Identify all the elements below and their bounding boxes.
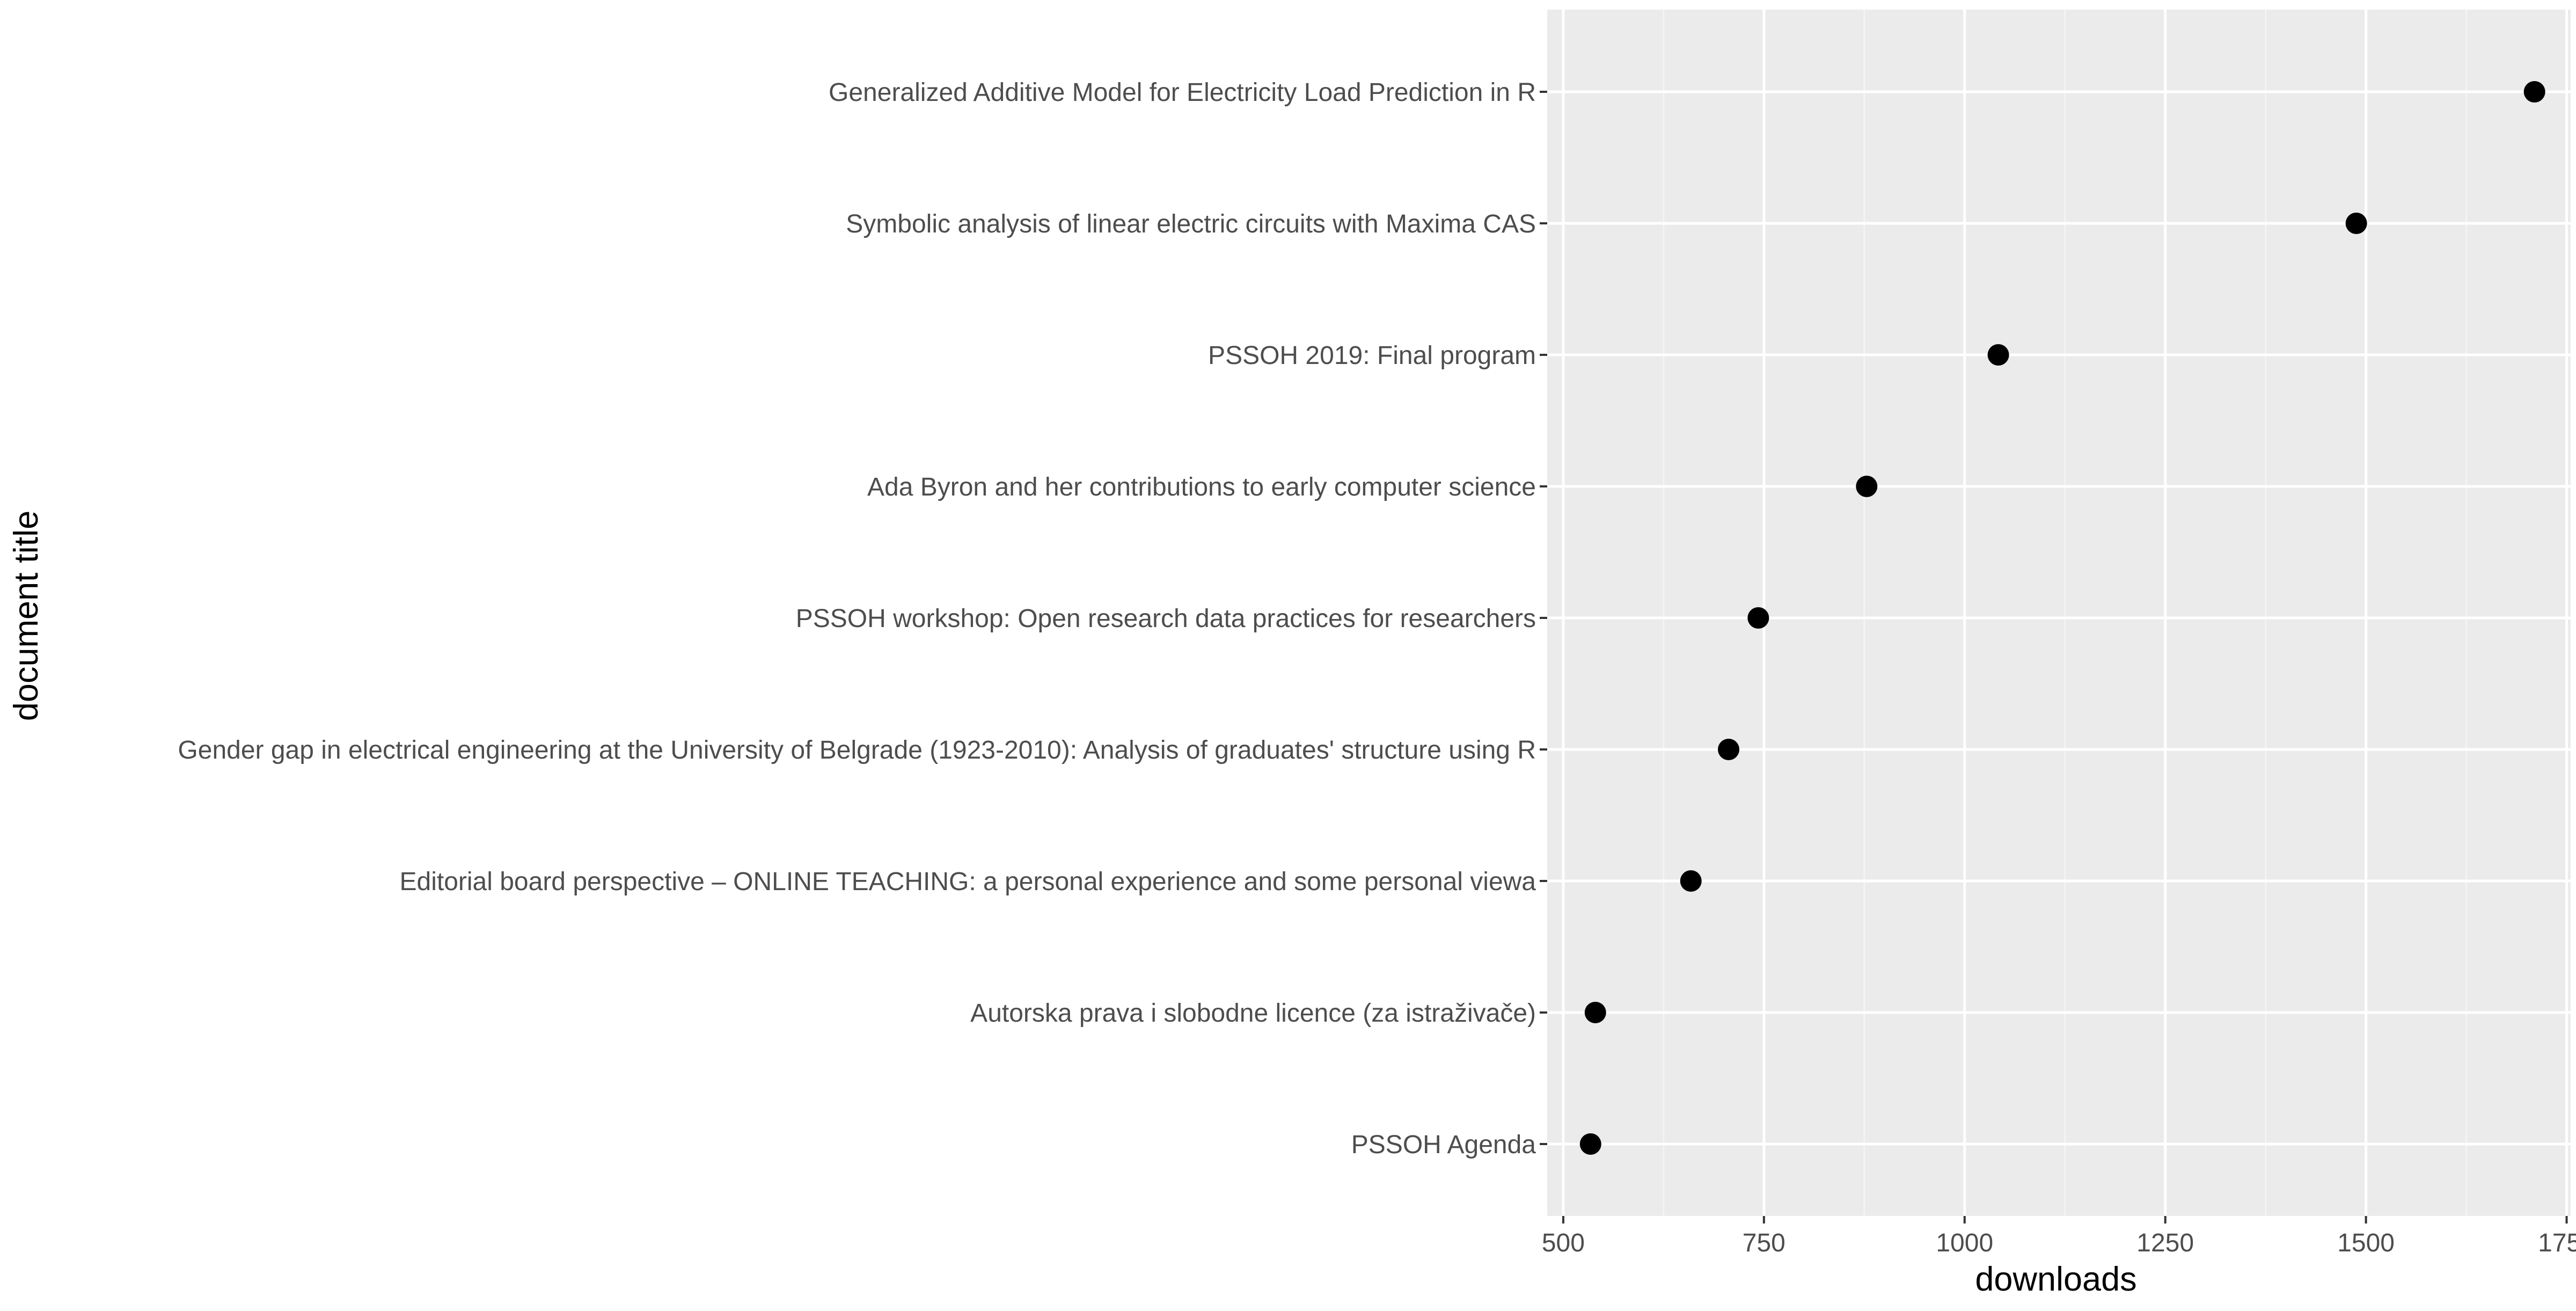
data-point — [2345, 213, 2367, 234]
data-point — [1987, 344, 2009, 366]
major-gridlines — [1547, 10, 2571, 1216]
y-axis-category-labels: Generalized Additive Model for Electrici… — [178, 78, 1536, 1159]
category-label: Autorska prava i slobodne licence (za is… — [970, 999, 1536, 1028]
category-label: Gender gap in electrical engineering at … — [178, 736, 1536, 764]
category-label: Ada Byron and her contributions to early… — [867, 473, 1536, 501]
data-point — [1584, 1002, 1606, 1023]
x-tick-label: 750 — [1743, 1229, 1785, 1257]
x-axis-tick-labels: 500 750 1000 1250 1500 1750 — [1542, 1229, 2576, 1257]
data-points — [1579, 81, 2545, 1155]
minor-gridlines — [1663, 10, 2467, 1216]
x-axis-ticks — [1562, 1216, 2568, 1223]
data-point — [1747, 607, 1769, 629]
x-tick-label: 1000 — [1936, 1229, 1993, 1257]
category-label: PSSOH workshop: Open research data pract… — [796, 604, 1536, 633]
x-tick-label: 1750 — [2538, 1229, 2576, 1257]
data-point — [1680, 870, 1702, 892]
y-axis-ticks — [1540, 91, 1547, 1145]
x-tick-label: 1250 — [2136, 1229, 2194, 1257]
category-label: Editorial board perspective – ONLINE TEA… — [399, 868, 1536, 896]
category-label: Symbolic analysis of linear electric cir… — [846, 210, 1536, 238]
data-point — [1856, 476, 1878, 497]
x-tick-label: 500 — [1542, 1229, 1585, 1257]
plot-panel — [1547, 10, 2571, 1216]
data-point — [1579, 1133, 1601, 1155]
x-axis-title: downloads — [1975, 1261, 2136, 1298]
category-label: PSSOH Agenda — [1351, 1131, 1536, 1159]
y-axis-title: document title — [8, 511, 45, 721]
data-point — [2523, 81, 2545, 103]
category-label: Generalized Additive Model for Electrici… — [829, 78, 1536, 107]
category-label: PSSOH 2019: Final program — [1208, 341, 1536, 370]
data-point — [1718, 739, 1740, 760]
x-tick-label: 1500 — [2337, 1229, 2395, 1257]
